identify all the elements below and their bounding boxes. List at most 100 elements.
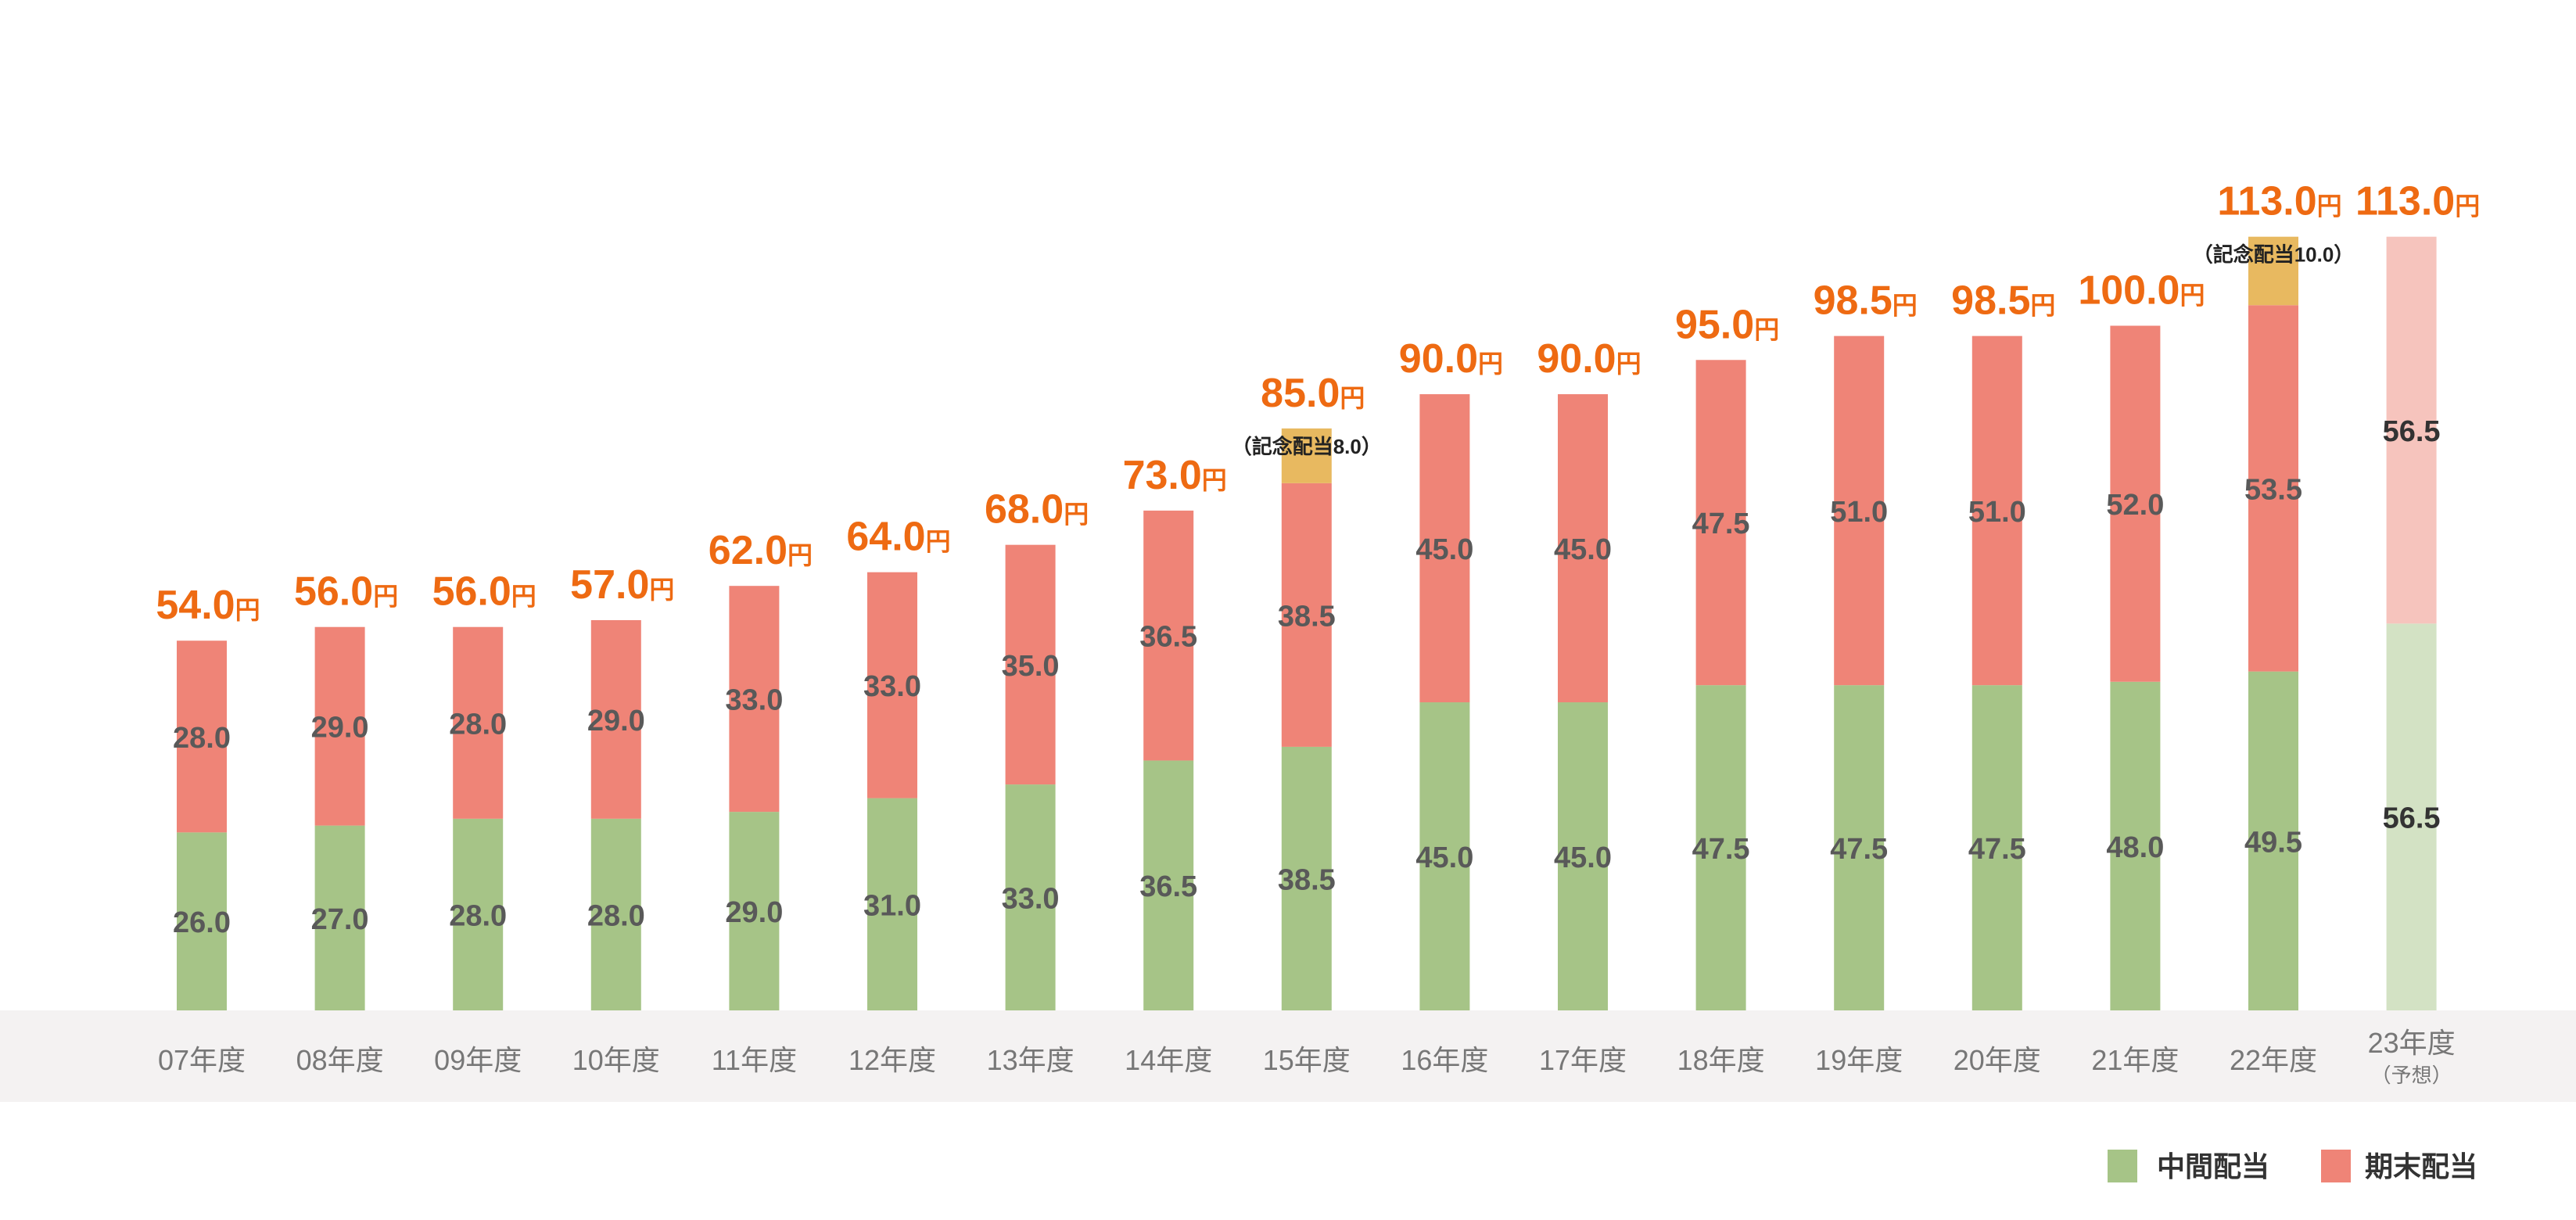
x-axis-band [0,1010,2576,1102]
x-tick-label: 08年度 [296,1044,384,1076]
x-tick-label: 21年度 [2091,1044,2179,1076]
bar-segment-year-end [1005,544,1056,785]
legend-swatch-interim [2108,1150,2137,1182]
x-tick-label: 12年度 [849,1044,936,1076]
bar-segment-year-end [177,640,227,833]
bar-segment-interim [1281,746,1332,1010]
bar-segment-interim [1005,784,1056,1010]
total-value-label: 113.0円 [2217,179,2341,224]
commemorative-note: （記念配当8.0） [1232,435,1382,458]
segment-value-label: 47.5 [1692,833,1750,866]
x-tick-label: 14年度 [1125,1044,1212,1076]
total-value-label: 85.0円 [1261,371,1365,416]
x-tick-label: 13年度 [987,1044,1075,1076]
bar-segment-year-end [729,586,780,813]
bar-segment-interim [590,818,641,1010]
segment-value-label: 51.0 [1830,496,1888,529]
segment-value-label: 29.0 [587,705,645,737]
total-value-label: 95.0円 [1675,302,1779,347]
total-value-label: 90.0円 [1399,336,1503,382]
total-value-label: 54.0円 [156,583,260,628]
segment-value-label: 38.5 [1278,600,1336,633]
segment-value-label: 27.0 [311,903,369,936]
bar-segment-commemorative [2248,236,2298,306]
segment-value-label: 53.5 [2244,473,2302,506]
x-tick-label: 09年度 [434,1044,522,1076]
x-tick-note: （予想） [2371,1064,2452,1087]
bar-segment-interim [1558,702,1608,1010]
total-value-label: 56.0円 [294,569,398,615]
x-tick-label: 07年度 [158,1044,246,1076]
x-tick-label: 10年度 [572,1044,660,1076]
bar-segment-interim [2386,623,2437,1010]
segment-value-label: 33.0 [725,684,783,717]
legend-swatch-year-end [2321,1150,2351,1182]
bar-segment-year-end [314,626,365,826]
segment-value-label: 29.0 [725,896,783,929]
bar-segment-year-end [2386,236,2437,624]
total-value-label: 113.0円 [2355,179,2480,224]
segment-value-label: 33.0 [863,670,921,703]
segment-value-label: 28.0 [173,722,231,755]
segment-value-label: 45.0 [1554,533,1612,566]
bar-segment-interim [1971,685,2022,1010]
segment-value-label: 28.0 [587,899,645,932]
x-tick-label: 19年度 [1815,1044,1903,1076]
bar-segment-year-end [2248,305,2298,672]
total-value-label: 73.0円 [1123,453,1227,498]
x-tick-label: 18年度 [1677,1044,1765,1076]
segment-value-label: 48.0 [2106,831,2164,864]
bar-segment-interim [2110,681,2161,1010]
segment-value-label: 33.0 [1002,883,1060,916]
segment-value-label: 49.5 [2244,826,2302,859]
segment-value-label: 45.0 [1415,533,1473,566]
segment-value-label: 47.5 [1968,833,2026,866]
segment-value-label: 38.5 [1278,863,1336,896]
legend: 中間配当 期末配当 [2108,1150,2477,1182]
total-value-label: 64.0円 [846,515,950,560]
bar-segment-year-end [867,572,917,798]
x-tick-label: 16年度 [1401,1044,1488,1076]
x-tick-label: 17年度 [1539,1044,1627,1076]
segment-value-label: 45.0 [1554,841,1612,874]
x-tick-label: 11年度 [712,1044,797,1076]
segment-value-label: 28.0 [449,708,507,741]
bar-segment-interim [1143,760,1194,1010]
segment-value-label: 47.5 [1692,508,1750,540]
bar-segment-year-end [2110,325,2161,682]
total-value-label: 98.5円 [1951,278,2055,324]
bar-segment-year-end [1834,336,1885,686]
labels-layer: 26.0 28.0 54.0円 27.0 29.0 56.0円 28.0 28.0 56.0円 2… [156,179,2480,940]
bars-layer [177,236,2437,1010]
segment-value-label: 47.5 [1830,833,1888,866]
x-tick-label: 15年度 [1263,1044,1351,1076]
bar-segment-interim [453,818,504,1010]
total-value-label: 68.0円 [985,487,1089,533]
bar-segment-interim [314,825,365,1010]
commemorative-note: （記念配当10.0） [2193,243,2355,267]
total-value-label: 56.0円 [432,569,536,615]
bar-segment-interim [1834,685,1885,1010]
bar-segment-year-end [453,626,504,819]
x-tick-label: 22年度 [2230,1044,2317,1076]
bar-segment-interim [867,798,917,1010]
segment-value-label: 56.5 [2383,415,2441,448]
bar-segment-year-end [1971,336,2022,686]
total-value-label: 57.0円 [570,562,674,608]
segment-value-label: 36.5 [1139,621,1197,654]
x-tick-label: 20年度 [1954,1044,2041,1076]
bar-segment-year-end [590,619,641,819]
bar-segment-year-end [1695,360,1746,686]
total-value-label: 62.0円 [709,528,813,573]
bar-segment-interim [2248,671,2298,1010]
bar-segment-year-end [1281,483,1332,747]
segment-value-label: 31.0 [863,889,921,922]
segment-value-label: 29.0 [311,712,369,745]
segment-value-label: 52.0 [2106,489,2164,522]
x-tick-label: 23年度 [2368,1027,2456,1059]
bar-segment-year-end [1143,510,1194,761]
total-value-label: 100.0円 [2078,268,2205,314]
segment-value-label: 28.0 [449,899,507,932]
x-axis-ticks: 07年度 08年度 09年度 10年度 11年度 12年度 13年度 14年度 15年度 16年度… [158,1027,2456,1087]
